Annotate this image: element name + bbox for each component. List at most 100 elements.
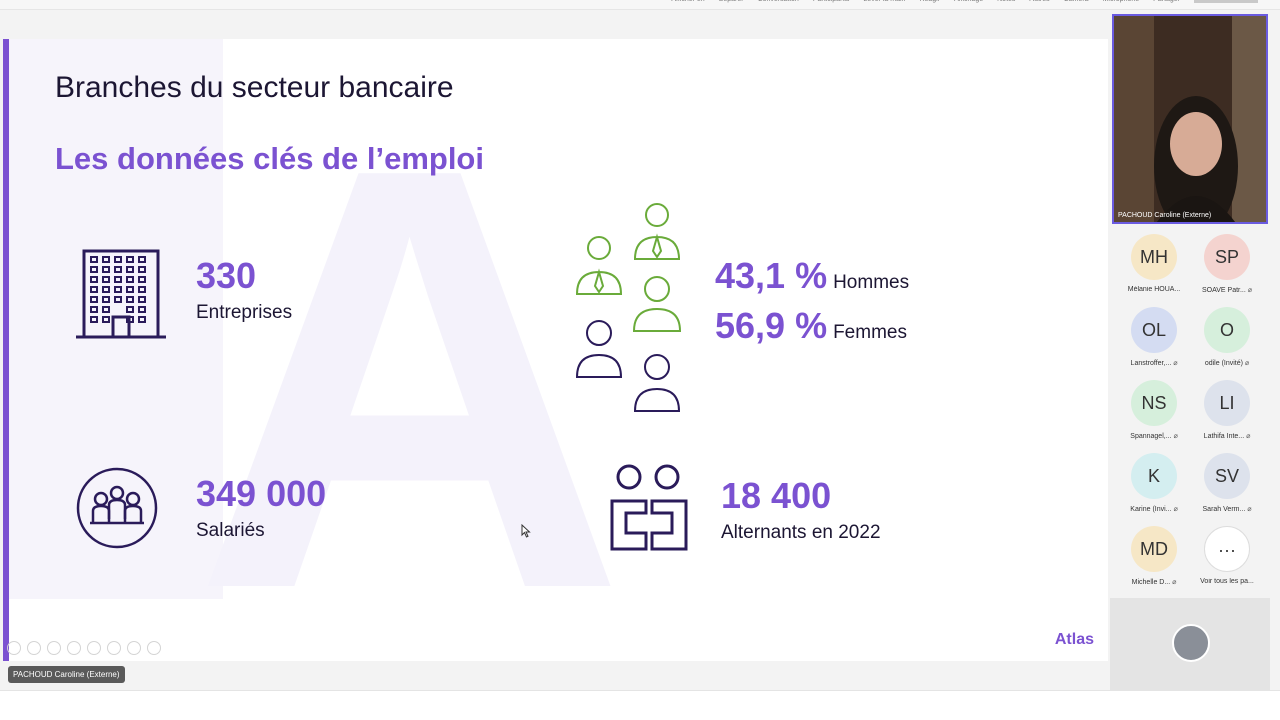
- women-value: 56,9 %: [715, 305, 828, 346]
- participant-avatar: LI: [1204, 380, 1250, 426]
- watermark-letter: A: [193, 44, 627, 661]
- building-window: [126, 306, 134, 313]
- companies-label: Entreprises: [196, 302, 293, 323]
- building-window: [126, 256, 134, 263]
- slide-subtitle: Les données clés de l’emploi: [55, 141, 484, 176]
- menu-item[interactable]: Lever la main: [863, 0, 905, 3]
- camera-icon[interactable]: [127, 641, 141, 655]
- participant-name: Voir tous les pa...: [1186, 578, 1268, 585]
- participant-name: Lanstroffer,... ⌀: [1113, 359, 1195, 367]
- shared-slide: A Branches du secteur bancaire Les donné…: [3, 39, 1108, 661]
- participant-name-text: odile (Invité): [1204, 360, 1243, 367]
- building-window: [138, 256, 146, 263]
- participant-name-text: Voir tous les pa...: [1200, 578, 1254, 585]
- participant-avatar: NS: [1131, 380, 1177, 426]
- building-window: [126, 316, 134, 323]
- mouse-cursor-icon: [521, 524, 531, 538]
- menu-item[interactable]: Microphone: [1103, 0, 1140, 3]
- menu-item[interactable]: Notes: [997, 0, 1015, 3]
- participant-avatar: SV: [1204, 453, 1250, 499]
- zoom-icon[interactable]: [87, 641, 101, 655]
- slide-controls[interactable]: [7, 641, 161, 655]
- participant-name-text: Spannagel,...: [1130, 433, 1172, 440]
- women-stat: 56,9 % Femmes: [715, 305, 907, 347]
- participant-name: Michelle D... ⌀: [1113, 578, 1195, 586]
- menu-item[interactable]: Réagir: [919, 0, 940, 3]
- speaker-video[interactable]: PACHOUD Caroline (Externe): [1112, 14, 1268, 224]
- building-window: [126, 276, 134, 283]
- more-icon[interactable]: [147, 641, 161, 655]
- building-window: [90, 306, 98, 313]
- meeting-menu: Afficher en Séparer Conversation Participan…: [671, 0, 1180, 3]
- leave-button[interactable]: [1194, 0, 1258, 3]
- slide-title: Branches du secteur bancaire: [55, 71, 454, 104]
- building-window: [102, 316, 110, 323]
- brand-logo: Atlas: [1054, 631, 1094, 648]
- participant-tile[interactable]: OL Lanstroffer,... ⌀: [1113, 307, 1195, 379]
- participant-avatar: ···: [1204, 526, 1250, 572]
- meeting-toolbar: Afficher en Séparer Conversation Participan…: [0, 0, 1280, 10]
- participant-tile[interactable]: MH Mélanie HOUA...: [1113, 234, 1195, 306]
- menu-item[interactable]: Caméra: [1064, 0, 1089, 3]
- copy-icon[interactable]: [67, 641, 81, 655]
- prev-slide-icon[interactable]: [7, 641, 21, 655]
- building-window: [138, 276, 146, 283]
- building-window: [114, 256, 122, 263]
- participant-avatar: OL: [1131, 307, 1177, 353]
- participant-name-text: Karine (Invi...: [1130, 506, 1172, 513]
- participant-avatar: MD: [1131, 526, 1177, 572]
- participant-name-text: Michelle D...: [1131, 579, 1171, 586]
- participant-tile[interactable]: ··· Voir tous les pa...: [1186, 526, 1268, 598]
- menu-item[interactable]: Conversation: [758, 0, 799, 3]
- building-window: [90, 286, 98, 293]
- mic-muted-icon: ⌀: [1171, 433, 1178, 440]
- participant-name: Spannagel,... ⌀: [1113, 432, 1195, 440]
- building-window: [90, 296, 98, 303]
- building-window: [138, 316, 146, 323]
- speaker-video-frame: [1114, 16, 1266, 222]
- building-window: [102, 256, 110, 263]
- building-window: [114, 266, 122, 273]
- participant-name-text: Lanstroffer,...: [1130, 360, 1172, 367]
- men-label: Hommes: [833, 272, 910, 293]
- menu-item[interactable]: Affichage: [954, 0, 983, 3]
- building-window: [90, 266, 98, 273]
- participant-name: Karine (Invi... ⌀: [1113, 505, 1195, 513]
- subtitles-icon[interactable]: [107, 641, 121, 655]
- participant-tile[interactable]: K Karine (Invi... ⌀: [1113, 453, 1195, 525]
- bottom-strip: [0, 690, 1280, 720]
- self-camera[interactable]: [1110, 598, 1270, 690]
- building-window: [138, 286, 146, 293]
- participant-tile[interactable]: LI Lathifa Inte... ⌀: [1186, 380, 1268, 452]
- pen-icon[interactable]: [47, 641, 61, 655]
- participant-avatar: O: [1204, 307, 1250, 353]
- menu-item[interactable]: Autres: [1029, 0, 1049, 3]
- participant-avatar: MH: [1131, 234, 1177, 280]
- participant-tile[interactable]: MD Michelle D... ⌀: [1113, 526, 1195, 598]
- apprentices-label: Alternants en 2022: [721, 522, 881, 543]
- next-slide-icon[interactable]: [27, 641, 41, 655]
- participant-tile[interactable]: NS Spannagel,... ⌀: [1113, 380, 1195, 452]
- slide-accent-bar: [3, 39, 9, 661]
- participant-name: Mélanie HOUA...: [1113, 286, 1195, 293]
- participant-name: SOAVE Patr... ⌀: [1186, 286, 1268, 294]
- apprentices-value: 18 400: [721, 475, 832, 516]
- menu-item[interactable]: Séparer: [719, 0, 744, 3]
- men-stat: 43,1 % Hommes: [715, 255, 909, 297]
- menu-item[interactable]: Afficher en: [671, 0, 704, 3]
- menu-item[interactable]: Participants: [813, 0, 850, 3]
- mic-muted-icon: ⌀: [1171, 506, 1178, 513]
- self-avatar: [1172, 624, 1210, 662]
- building-window: [114, 276, 122, 283]
- building-window: [102, 296, 110, 303]
- participant-name-text: Mélanie HOUA...: [1127, 286, 1181, 293]
- building-window: [90, 316, 98, 323]
- participant-tile[interactable]: SP SOAVE Patr... ⌀: [1186, 234, 1268, 306]
- mic-muted-icon: ⌀: [1171, 360, 1178, 367]
- menu-item[interactable]: Partager: [1153, 0, 1180, 3]
- participant-avatar: SP: [1204, 234, 1250, 280]
- building-window: [126, 266, 134, 273]
- building-window: [114, 286, 122, 293]
- participant-tile[interactable]: SV Sarah Verm... ⌀: [1186, 453, 1268, 525]
